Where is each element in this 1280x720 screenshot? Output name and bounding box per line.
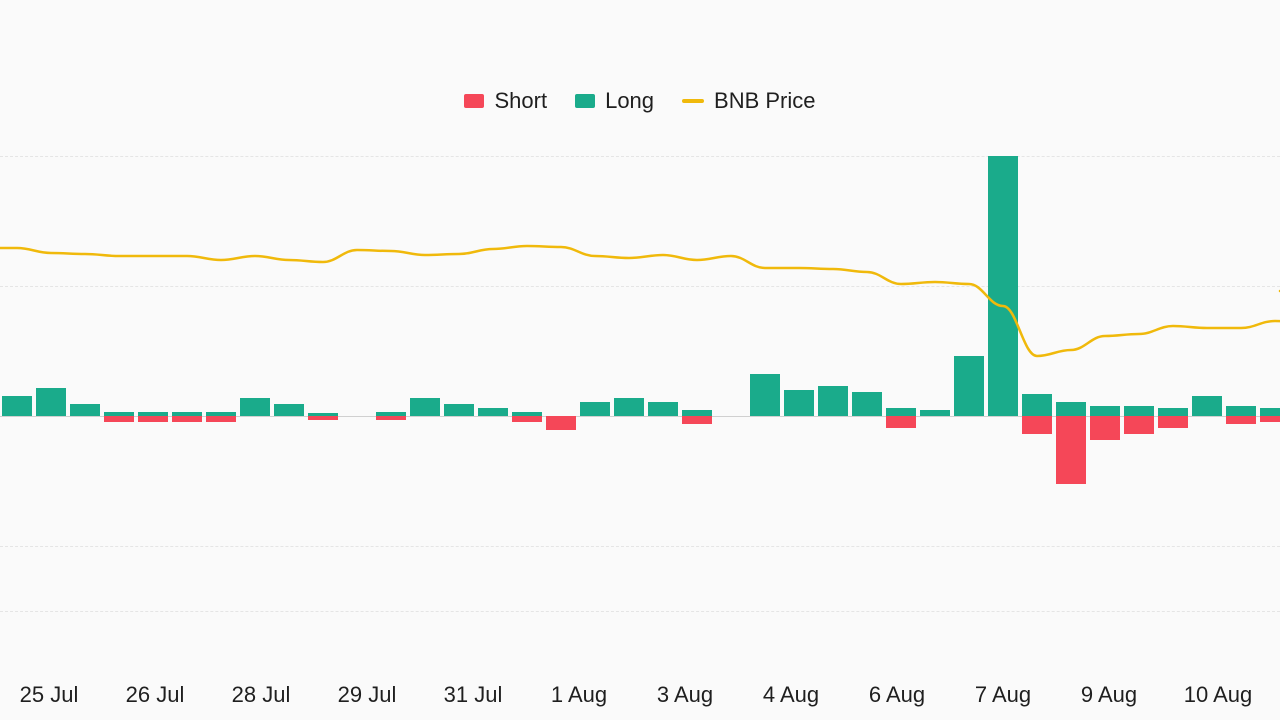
long-bar[interactable]: [1192, 396, 1222, 416]
short-bar[interactable]: [104, 416, 134, 422]
long-bar[interactable]: [1260, 408, 1280, 416]
long-bar[interactable]: [2, 396, 32, 416]
short-bar[interactable]: [138, 416, 168, 422]
x-axis-label: 25 Jul: [20, 682, 79, 708]
x-axis-label: 29 Jul: [338, 682, 397, 708]
long-bar[interactable]: [1124, 406, 1154, 416]
long-bar[interactable]: [580, 402, 610, 416]
short-bar[interactable]: [376, 416, 406, 420]
long-bar[interactable]: [1056, 402, 1086, 416]
x-axis-label: 9 Aug: [1081, 682, 1137, 708]
long-bar[interactable]: [818, 386, 848, 416]
x-axis-label: 6 Aug: [869, 682, 925, 708]
long-bar[interactable]: [410, 398, 440, 416]
long-bar[interactable]: [648, 402, 678, 416]
long-bar[interactable]: [1090, 406, 1120, 416]
legend-item-price[interactable]: BNB Price: [682, 88, 815, 114]
short-bar[interactable]: [172, 416, 202, 422]
long-bar[interactable]: [444, 404, 474, 416]
short-bar[interactable]: [206, 416, 236, 422]
short-bar[interactable]: [1090, 416, 1120, 440]
short-bar[interactable]: [682, 416, 712, 424]
legend-item-long[interactable]: Long: [575, 88, 654, 114]
legend-label-price: BNB Price: [714, 88, 815, 114]
long-bar[interactable]: [614, 398, 644, 416]
x-axis-label: 7 Aug: [975, 682, 1031, 708]
short-bar[interactable]: [886, 416, 916, 428]
price-line-swatch: [682, 99, 704, 103]
bar-series: [0, 156, 1280, 656]
long-bar[interactable]: [750, 374, 780, 416]
short-bar[interactable]: [1158, 416, 1188, 428]
long-bar[interactable]: [954, 356, 984, 416]
chart-legend: Short Long BNB Price: [0, 88, 1280, 114]
short-bar[interactable]: [546, 416, 576, 430]
x-axis: 25 Jul 26 Jul 28 Jul 29 Jul 31 Jul 1 Aug 3 Aug…: [0, 682, 1280, 712]
long-bar[interactable]: [852, 392, 882, 416]
long-bar[interactable]: [784, 390, 814, 416]
long-bar[interactable]: [1226, 406, 1256, 416]
x-axis-label: 28 Jul: [232, 682, 291, 708]
x-axis-label: 26 Jul: [126, 682, 185, 708]
long-bar[interactable]: [70, 404, 100, 416]
plot-area: [0, 156, 1280, 656]
x-axis-label: 31 Jul: [444, 682, 503, 708]
long-bar[interactable]: [478, 408, 508, 416]
long-bar[interactable]: [886, 408, 916, 416]
short-bar[interactable]: [512, 416, 542, 422]
legend-item-short[interactable]: Short: [464, 88, 547, 114]
x-axis-label: 4 Aug: [763, 682, 819, 708]
long-bar[interactable]: [1022, 394, 1052, 416]
x-axis-label: 3 Aug: [657, 682, 713, 708]
long-bar[interactable]: [240, 398, 270, 416]
long-bar[interactable]: [988, 156, 1018, 416]
legend-label-long: Long: [605, 88, 654, 114]
long-bar[interactable]: [274, 404, 304, 416]
x-axis-label: 10 Aug: [1184, 682, 1253, 708]
long-bar[interactable]: [920, 410, 950, 416]
short-bar[interactable]: [1124, 416, 1154, 434]
long-swatch: [575, 94, 595, 108]
chart-container: Short Long BNB Price 25 Jul26 Jul28 Jul2…: [0, 0, 1280, 720]
legend-label-short: Short: [494, 88, 547, 114]
x-axis-label: 1 Aug: [551, 682, 607, 708]
short-bar[interactable]: [308, 416, 338, 420]
short-bar[interactable]: [1260, 416, 1280, 422]
short-bar[interactable]: [1022, 416, 1052, 434]
short-bar[interactable]: [1056, 416, 1086, 484]
long-bar[interactable]: [36, 388, 66, 416]
short-swatch: [464, 94, 484, 108]
short-bar[interactable]: [1226, 416, 1256, 424]
long-bar[interactable]: [1158, 408, 1188, 416]
